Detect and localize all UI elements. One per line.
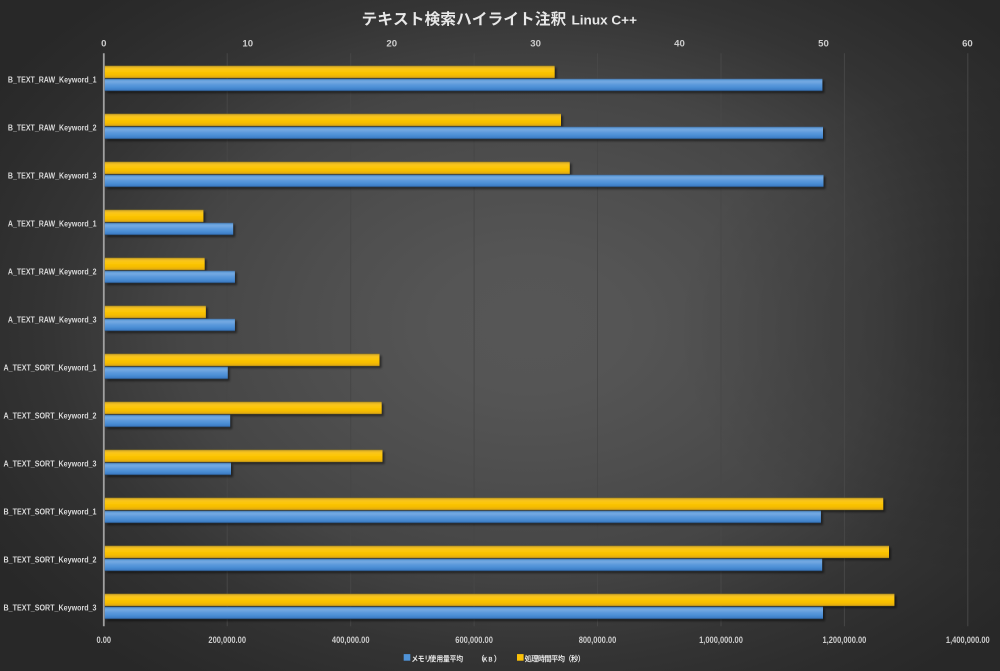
svg-text:60: 60 bbox=[962, 38, 973, 49]
svg-text:600,000.00: 600,000.00 bbox=[455, 635, 493, 645]
svg-text:1,400,000.00: 1,400,000.00 bbox=[946, 635, 990, 645]
svg-text:B_TEXT_SORT_Keyword_2: B_TEXT_SORT_Keyword_2 bbox=[4, 555, 97, 565]
svg-text:B_TEXT_SORT_Keyword_1: B_TEXT_SORT_Keyword_1 bbox=[4, 507, 97, 517]
svg-text:20: 20 bbox=[386, 38, 397, 49]
svg-text:B_TEXT_RAW_Keyword_3: B_TEXT_RAW_Keyword_3 bbox=[8, 171, 97, 181]
svg-text:50: 50 bbox=[818, 38, 829, 49]
svg-text:A_TEXT_SORT_Keyword_2: A_TEXT_SORT_Keyword_2 bbox=[4, 411, 97, 421]
svg-text:1,200,000.00: 1,200,000.00 bbox=[823, 635, 867, 645]
svg-text:200,000.00: 200,000.00 bbox=[208, 635, 246, 645]
svg-text:0: 0 bbox=[101, 38, 106, 49]
svg-text:800,000.00: 800,000.00 bbox=[579, 635, 617, 645]
svg-text:A_TEXT_SORT_Keyword_3: A_TEXT_SORT_Keyword_3 bbox=[4, 459, 97, 469]
svg-text:Linux C++: Linux C++ bbox=[572, 13, 638, 28]
svg-text:40: 40 bbox=[674, 38, 685, 49]
svg-text:1,000,000.00: 1,000,000.00 bbox=[699, 635, 743, 645]
svg-text:A_TEXT_SORT_Keyword_1: A_TEXT_SORT_Keyword_1 bbox=[4, 363, 97, 373]
svg-text:400,000.00: 400,000.00 bbox=[332, 635, 370, 645]
svg-text:0.00: 0.00 bbox=[97, 635, 112, 645]
svg-text:10: 10 bbox=[242, 38, 253, 49]
svg-text:A_TEXT_RAW_Keyword_3: A_TEXT_RAW_Keyword_3 bbox=[8, 315, 97, 325]
svg-text:30: 30 bbox=[530, 38, 541, 49]
svg-text:B_TEXT_SORT_Keyword_3: B_TEXT_SORT_Keyword_3 bbox=[4, 603, 97, 613]
svg-text:A_TEXT_RAW_Keyword_1: A_TEXT_RAW_Keyword_1 bbox=[8, 219, 97, 229]
svg-text:B_TEXT_RAW_Keyword_1: B_TEXT_RAW_Keyword_1 bbox=[8, 75, 97, 85]
svg-text:A_TEXT_RAW_Keyword_2: A_TEXT_RAW_Keyword_2 bbox=[8, 267, 97, 277]
svg-text:B_TEXT_RAW_Keyword_2: B_TEXT_RAW_Keyword_2 bbox=[8, 123, 97, 133]
